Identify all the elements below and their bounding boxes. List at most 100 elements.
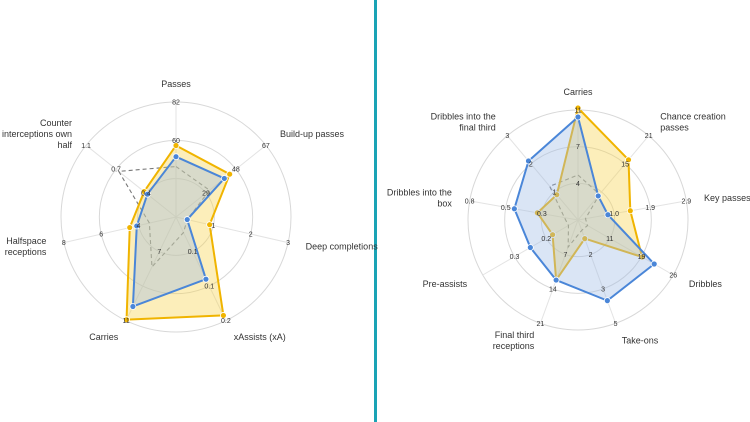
- radar-1-tick-label: 0.4: [141, 191, 151, 198]
- radar-1-spoke-4: [175, 216, 227, 321]
- radar-1-tick-label: 0.1: [204, 284, 214, 291]
- radar-2-tick-label: 11: [606, 236, 613, 243]
- radar-2-spoke-8: [469, 200, 579, 221]
- radar-1-axis-label-line: half: [58, 140, 73, 150]
- radar-1-axis-label-line: receptions: [5, 247, 47, 257]
- radar-2-tick-label: 2: [589, 252, 593, 259]
- radar-1-yellow-point-3: [206, 221, 214, 229]
- radar-2-axis-label-line: box: [437, 198, 452, 208]
- radar-1-axis-label: Passes: [161, 79, 191, 89]
- radar-1-axis-label-line: Halfspace: [6, 236, 46, 246]
- radar-1-blue-point-5: [129, 303, 137, 310]
- radar-1-tick-label: 4: [137, 223, 141, 230]
- radar-1-yellow-point-5: [123, 316, 130, 324]
- radar-2-blue-point-6: [552, 276, 560, 284]
- radar-2-tick-label: 2: [529, 161, 533, 168]
- radar-1-tick-label: 29: [202, 191, 210, 198]
- radar-1-tick-label: 60: [172, 138, 180, 145]
- radar-2-axis-label-line: Pre-assists: [423, 279, 468, 289]
- radar-1-axis-label-line: Deep completions: [306, 242, 379, 252]
- radar-2-spoke-4: [577, 219, 674, 276]
- radar-2-axis-label: Dribbles into the final third: [431, 111, 496, 132]
- radar-2-axis-label-line: Take-ons: [622, 335, 659, 345]
- radar-2-axis-label-line: Carries: [563, 87, 593, 97]
- radar-1-tick-label: 7: [157, 249, 161, 256]
- radar-2-tick-label: 11: [574, 108, 581, 115]
- radar-2-tick-label: 26: [669, 273, 677, 280]
- radar-1-tick-label: 1: [211, 223, 215, 230]
- radar-1-tick-label: 67: [262, 143, 270, 150]
- panel-divider: [374, 0, 377, 422]
- radar-2-axis-label: Dribbles into the box: [387, 187, 453, 208]
- radar-2-axis-label-line: Key passes: [704, 193, 750, 203]
- radar-2-tick-label: 0.3: [537, 211, 547, 218]
- radar-2-axis-label-line: Final third: [495, 330, 535, 340]
- radar-1-axis-label-line: Passes: [161, 79, 191, 89]
- radar-2-tick-label: 5: [614, 321, 618, 328]
- radar-2-axis-label-line: Dribbles: [689, 279, 723, 289]
- radar-1-tick-label: 3: [286, 240, 290, 247]
- radar-2-tick-label: 14: [549, 286, 557, 293]
- radar-1-spoke-6: [63, 216, 177, 244]
- radar-2-spoke-6: [539, 219, 579, 324]
- radar-1-axis-label: Counter interceptions own half: [2, 118, 73, 150]
- radar-1-axis-label-line: xAssists (xA): [234, 332, 286, 342]
- radar-2-axis-label: Take-ons: [622, 335, 659, 345]
- radar-1-axis-label: Carries: [89, 332, 119, 342]
- radar-1-axis-label-line: Counter: [40, 118, 72, 128]
- radar-2-axis-label: Carries: [563, 87, 593, 97]
- radar-1-axis-label-line: interceptions own: [2, 129, 72, 139]
- radar-1-tick-label: 8: [62, 240, 66, 247]
- radar-2-tick-label: 21: [645, 133, 653, 140]
- radar-2-tick-label: 4: [576, 181, 580, 188]
- radar-1-reference-polygon: [117, 165, 211, 269]
- radar-2-tick-label: 21: [536, 321, 544, 328]
- radar-2-blue-point-4: [650, 260, 658, 268]
- radar-2-tick-label: 15: [621, 161, 629, 168]
- radar-2-axis-label-line: Dribbles into the: [387, 187, 452, 197]
- radar-2-axis-label: Dribbles: [689, 279, 723, 289]
- radar-1-yellow-point-6: [126, 224, 134, 231]
- radar-1-blue-point-2: [220, 175, 228, 182]
- radar-1-tick-label: 2: [249, 232, 253, 239]
- radar-1-axis-label-line: Build-up passes: [280, 129, 345, 139]
- radar-2-yellow-point-1: [574, 104, 582, 112]
- radar-2-tick-label: 1.0: [609, 211, 619, 218]
- radar-1-blue-point-1: [172, 153, 180, 161]
- radar-1-tick-label: 1.1: [81, 143, 91, 150]
- radar-2-blue-point-3: [604, 211, 612, 219]
- radar-1-yellow-point-4: [220, 312, 227, 319]
- radar-1-tick-label: 11: [122, 318, 129, 325]
- radar-1-axis-label: Deep completions: [306, 242, 379, 252]
- radar-1-spoke-5: [125, 216, 177, 321]
- radar-2-yellow-point-4: [638, 253, 646, 261]
- radar-2-tick-label: 3: [505, 133, 509, 140]
- radar-2-tick-label: 7: [564, 252, 568, 259]
- radar-2-yellow-point-8: [533, 209, 541, 217]
- radar-2-tick-label: 0.2: [541, 236, 551, 243]
- radar-2-axis-label: Chance creation passes: [660, 111, 726, 132]
- radar-1-tick-label: 82: [172, 100, 180, 107]
- radar-2-tick-label: 1.9: [645, 205, 655, 212]
- radar-2-reference-polygon: [548, 174, 601, 249]
- radar-2-tick-label: 2.9: [681, 198, 691, 205]
- radar-2-tick-label: 0.5: [501, 205, 511, 212]
- radar-1-tick-label: 0.1: [188, 249, 198, 256]
- radar-2-tick-label: 0.3: [510, 254, 520, 261]
- radar-2-yellow-point-9: [553, 191, 561, 199]
- radar-2-axis-label: Key passes: [704, 193, 750, 203]
- radar-2-axis-label-line: passes: [660, 122, 689, 132]
- radar-2-spoke-9: [506, 135, 579, 221]
- radar-1-tick-label: 0.7: [111, 167, 121, 174]
- radar-1-axis-label: xAssists (xA): [234, 332, 286, 342]
- radar-1-axis-label: Build-up passes: [280, 129, 345, 139]
- radar-1-tick-label: 0.2: [221, 318, 231, 325]
- radar-2-blue-series-area: [513, 116, 656, 302]
- radar-2-yellow-point-3: [626, 207, 634, 215]
- radar-2-yellow-point-2: [625, 156, 632, 164]
- radar-2-blue-point-7: [526, 244, 534, 251]
- radar-1-blue-point-4: [202, 275, 210, 283]
- radar-1-tick-label: 6: [99, 232, 103, 239]
- radar-2-axis-label-line: final third: [459, 122, 496, 132]
